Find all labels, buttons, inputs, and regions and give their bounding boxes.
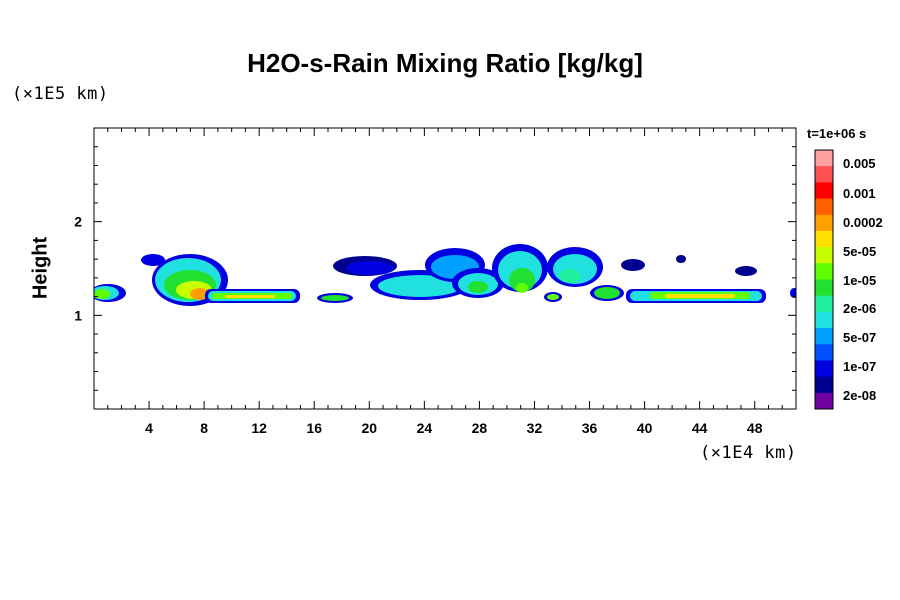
cloud-blob bbox=[559, 269, 581, 283]
x-tick-label: 44 bbox=[692, 420, 708, 436]
x-tick-label: 4 bbox=[145, 420, 153, 436]
colorbar-frame bbox=[814, 149, 834, 410]
colorbar-swatch bbox=[815, 360, 833, 378]
cloud-blob bbox=[225, 295, 275, 298]
colorbar-swatch bbox=[815, 376, 833, 394]
cloud-blob bbox=[516, 283, 528, 293]
colorbar-swatch bbox=[815, 279, 833, 297]
chart-title: H2O-s-Rain Mixing Ratio [kg/kg] bbox=[247, 48, 643, 78]
x-tick-label: 48 bbox=[747, 420, 763, 436]
colorbar-label: 2e-06 bbox=[843, 301, 876, 316]
colorbar-swatch bbox=[815, 198, 833, 216]
colorbar-swatch bbox=[815, 247, 833, 264]
x-tick-label: 36 bbox=[582, 420, 598, 436]
colorbar-swatch bbox=[815, 263, 833, 280]
colorbar-swatch bbox=[815, 328, 833, 345]
colorbar-label: 2e-08 bbox=[843, 388, 876, 403]
colorbar-swatch bbox=[815, 230, 833, 248]
colorbar-swatch bbox=[815, 166, 833, 183]
y-tick-label: 2 bbox=[74, 214, 82, 230]
colorbar-swatch bbox=[815, 311, 833, 329]
colorbar-swatch bbox=[815, 182, 833, 200]
colorbar-label: 0.005 bbox=[843, 156, 876, 171]
time-label: t=1e+06 s bbox=[807, 126, 867, 141]
colorbar-swatch bbox=[815, 344, 833, 361]
cloud-blob bbox=[141, 254, 165, 266]
cloud-blob bbox=[509, 268, 535, 292]
colorbar-label: 1e-05 bbox=[843, 273, 876, 288]
cloud-blob bbox=[594, 287, 620, 299]
colorbar: 0.005 0.001 0.0002 5e-05 1e-05 2e-06 5e-07 1e-0… bbox=[814, 149, 883, 410]
x-tick-label: 16 bbox=[306, 420, 322, 436]
cloud-blob bbox=[665, 294, 735, 298]
x-tick-label: 28 bbox=[472, 420, 488, 436]
colorbar-swatch bbox=[815, 214, 833, 232]
x-tick-label: 32 bbox=[527, 420, 543, 436]
x-axis-scale-label: (×1E4 km) bbox=[700, 443, 797, 463]
colorbar-swatch bbox=[815, 295, 833, 313]
cloud-blob bbox=[346, 261, 394, 275]
plot-frame bbox=[93, 127, 797, 410]
colorbar-swatch bbox=[815, 392, 833, 410]
cloud-blob bbox=[378, 275, 462, 297]
colorbar-label: 0.001 bbox=[843, 186, 876, 201]
x-tick-label: 8 bbox=[200, 420, 208, 436]
x-tick-label: 40 bbox=[637, 420, 653, 436]
cloud-blob bbox=[547, 294, 559, 300]
colorbar-label: 5e-05 bbox=[843, 244, 876, 259]
y-tick-label: 1 bbox=[74, 307, 82, 323]
colorbar-label: 0.0002 bbox=[843, 215, 883, 230]
colorbar-label: 5e-07 bbox=[843, 330, 876, 345]
x-tick-label: 12 bbox=[251, 420, 267, 436]
cloud-blob bbox=[321, 295, 349, 301]
cloud-blob bbox=[790, 288, 796, 298]
cloud-blob bbox=[468, 281, 488, 293]
y-axis-scale-label: (×1E5 km) bbox=[12, 84, 109, 104]
cloud-blob bbox=[621, 259, 645, 271]
cloud-blob bbox=[676, 255, 686, 263]
x-tick-label: 20 bbox=[362, 420, 378, 436]
cloud-blob bbox=[735, 266, 757, 276]
contour-field bbox=[94, 244, 796, 306]
cloud-blob bbox=[94, 289, 110, 299]
colorbar-label: 1e-07 bbox=[843, 359, 876, 374]
x-tick-label: 24 bbox=[417, 420, 433, 436]
colorbar-swatch bbox=[815, 150, 833, 167]
